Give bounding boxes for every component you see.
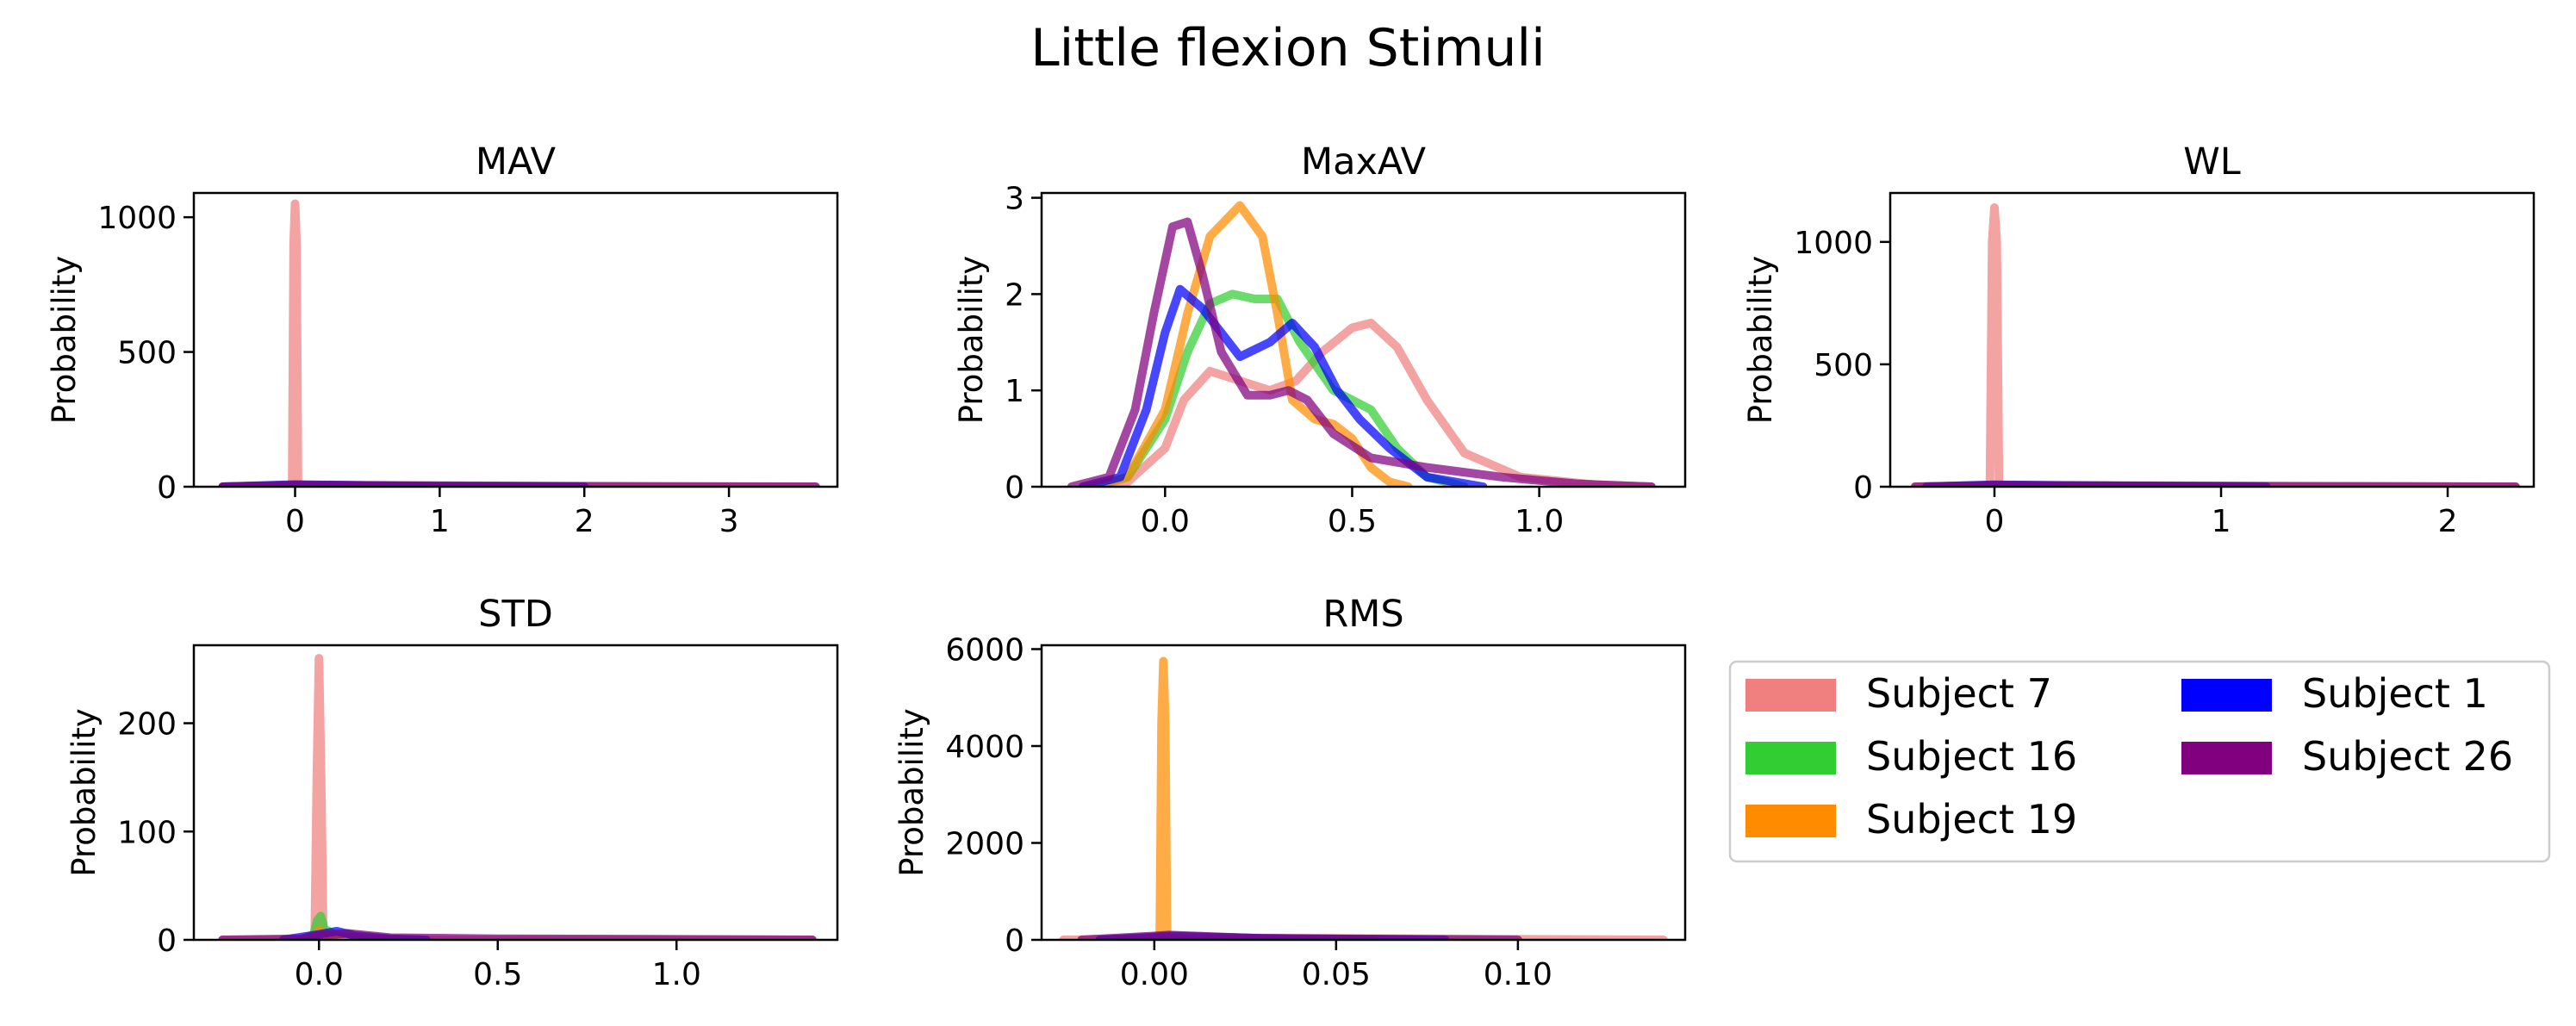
x-tick-label: 1 bbox=[430, 504, 450, 539]
series-group bbox=[1067, 201, 1656, 487]
x-tick-label: 1.0 bbox=[652, 957, 701, 992]
y-axis-label: Probability bbox=[46, 256, 83, 425]
x-tick-label: 0.5 bbox=[1328, 504, 1377, 539]
x-tick-label: 2 bbox=[575, 504, 594, 539]
y-tick-label: 2000 bbox=[945, 827, 1024, 862]
legend-label-subject-1: Subject 1 bbox=[2302, 670, 2488, 717]
axes-frame bbox=[192, 644, 839, 942]
x-tick-label: 0.05 bbox=[1302, 957, 1371, 992]
legend-label-subject-19: Subject 19 bbox=[1866, 796, 2077, 843]
axes-frame bbox=[1888, 191, 2536, 488]
y-tick-label: 0 bbox=[1005, 923, 1024, 959]
axes-frame bbox=[192, 191, 839, 488]
y-tick-label: 2 bbox=[1005, 277, 1024, 313]
y-tick-label: 200 bbox=[117, 707, 177, 743]
legend-frame bbox=[1728, 660, 2551, 863]
y-tick-label: 500 bbox=[1814, 348, 1873, 383]
axes-frame bbox=[1040, 191, 1687, 488]
x-tick-label: 0.00 bbox=[1120, 957, 1189, 992]
y-tick-label: 0 bbox=[157, 923, 177, 959]
subplot-maxav: 0.0 0.5 1.0 0 1 2 3 MaxAV Probability bbox=[953, 140, 1687, 539]
subplot-std: 0.0 0.5 1.0 0 100 200 STD Probability bbox=[65, 593, 839, 992]
series-line-subject-19 bbox=[1113, 656, 1378, 940]
legend-label-subject-26: Subject 26 bbox=[2302, 733, 2513, 780]
legend: Subject 7 Subject 16 Subject 19 Subject 1 Su… bbox=[1728, 660, 2551, 863]
subplot-title: WL bbox=[2183, 140, 2241, 183]
y-tick-label: 3 bbox=[1005, 182, 1024, 217]
series-line-subject-7 bbox=[218, 654, 817, 940]
y-tick-label: 4000 bbox=[945, 730, 1024, 765]
y-axis-label: Probability bbox=[953, 256, 990, 425]
series-line-subject-7 bbox=[1078, 318, 1656, 487]
x-tick-label: 3 bbox=[719, 504, 739, 539]
y-axis-label: Probability bbox=[1742, 256, 1779, 425]
legend-swatch-subject-26 bbox=[2181, 742, 2272, 774]
y-tick-label: 6000 bbox=[945, 633, 1024, 668]
legend-label-subject-7: Subject 7 bbox=[1866, 670, 2052, 717]
x-tick-label: 1 bbox=[2212, 504, 2231, 539]
y-axis-label: Probability bbox=[65, 708, 103, 877]
y-tick-label: 1 bbox=[1005, 374, 1024, 409]
series-line-subject-26 bbox=[1067, 217, 1656, 487]
subplot-mav: 0 1 2 3 0 500 1000 MAV Probability bbox=[46, 140, 839, 539]
x-tick-label: 0.5 bbox=[473, 957, 522, 992]
legend-swatch-subject-16 bbox=[1745, 742, 1836, 774]
subplot-wl: 0 1 2 0 500 1000 WL Probability bbox=[1742, 140, 2536, 539]
y-tick-label: 1000 bbox=[1794, 226, 1873, 261]
y-tick-label: 0 bbox=[1005, 470, 1024, 506]
x-tick-label: 0 bbox=[285, 504, 305, 539]
series-line-subject-7 bbox=[218, 199, 820, 487]
x-tick-label: 2 bbox=[2438, 504, 2458, 539]
subplot-rms: 0.00 0.05 0.10 0 2000 4000 6000 RMS Probability bbox=[893, 593, 1687, 992]
legend-swatch-subject-7 bbox=[1745, 679, 1836, 712]
axes-frame bbox=[1040, 644, 1687, 942]
x-tick-label: 0 bbox=[1985, 504, 2005, 539]
subplot-title: STD bbox=[478, 593, 553, 636]
y-tick-label: 1000 bbox=[97, 201, 177, 236]
y-tick-label: 100 bbox=[117, 815, 177, 850]
y-tick-label: 500 bbox=[117, 336, 177, 371]
x-tick-label: 0.10 bbox=[1484, 957, 1552, 992]
legend-label-subject-16: Subject 16 bbox=[1866, 733, 2077, 780]
y-axis-label: Probability bbox=[893, 708, 930, 877]
legend-swatch-subject-19 bbox=[1745, 805, 1836, 837]
figure-title: Little flexion Stimuli bbox=[1030, 18, 1546, 78]
subplot-title: RMS bbox=[1322, 593, 1403, 636]
subplot-title: MAV bbox=[476, 140, 557, 183]
x-tick-label: 0.0 bbox=[295, 957, 344, 992]
series-line-subject-7 bbox=[1910, 203, 2520, 487]
y-tick-label: 0 bbox=[157, 470, 177, 506]
legend-swatch-subject-1 bbox=[2181, 679, 2272, 712]
x-tick-label: 1.0 bbox=[1515, 504, 1564, 539]
series-line-subject-1 bbox=[1078, 284, 1488, 487]
y-tick-label: 0 bbox=[1853, 470, 1873, 506]
subplot-title: MaxAV bbox=[1301, 140, 1427, 183]
x-tick-label: 0.0 bbox=[1141, 504, 1190, 539]
